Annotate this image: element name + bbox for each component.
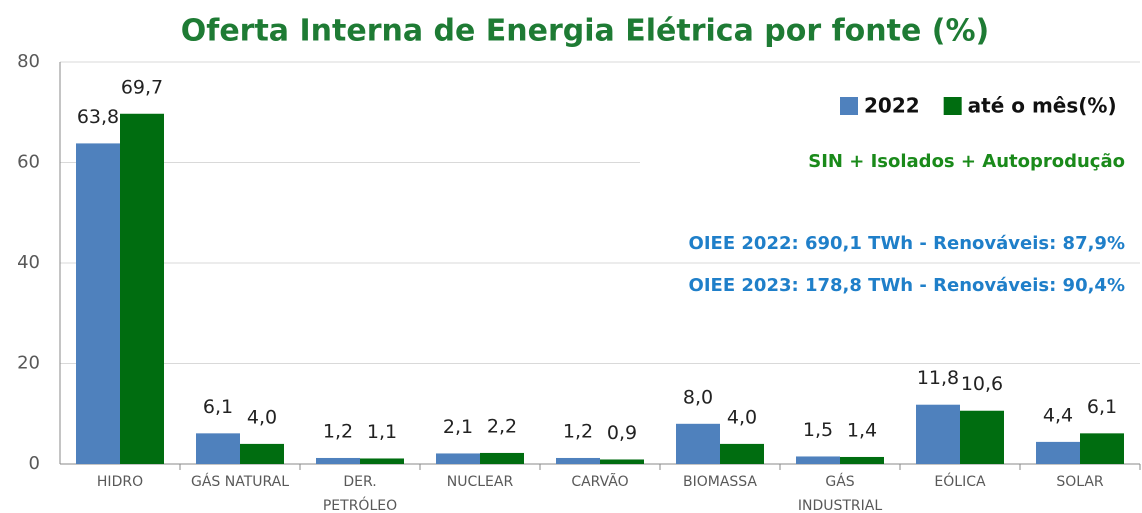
y-tick-label: 0 xyxy=(29,453,40,474)
value-label: 8,0 xyxy=(683,386,713,408)
annotation: SIN + Isolados + Autoprodução xyxy=(808,151,1125,172)
bar xyxy=(1080,433,1124,464)
x-tick-label: GÁS NATURAL xyxy=(190,474,290,490)
y-tick-label: 80 xyxy=(17,51,40,72)
legend-label: até o mês(%) xyxy=(968,94,1117,118)
bar xyxy=(480,452,524,464)
bar xyxy=(76,143,120,464)
value-label: 1,5 xyxy=(803,419,833,441)
bar xyxy=(720,443,764,464)
annotation: OIEE 2022: 690,1 TWh - Renováveis: 87,9% xyxy=(689,233,1125,254)
legend-label: 2022 xyxy=(864,94,920,118)
x-tick-label: BIOMASSA xyxy=(682,474,758,490)
annotation-bg xyxy=(640,228,1140,260)
annotation-bg xyxy=(640,146,1140,178)
bar xyxy=(916,404,960,464)
x-tick-label: HIDRO xyxy=(96,474,144,490)
bar xyxy=(600,459,644,464)
x-tick-label: DER. PETRÓLEO xyxy=(322,474,398,513)
value-label: 10,6 xyxy=(961,373,1003,395)
value-label: 6,1 xyxy=(1087,396,1117,418)
bar xyxy=(960,410,1004,464)
x-tick-label: CARVÃO xyxy=(571,474,629,490)
value-label: 0,9 xyxy=(607,422,637,444)
value-label: 4,0 xyxy=(727,406,757,428)
bar xyxy=(556,457,600,464)
annotation-bg xyxy=(640,270,1140,302)
y-tick-label: 60 xyxy=(17,152,40,173)
bar xyxy=(1036,441,1080,464)
bar xyxy=(840,456,884,464)
bar xyxy=(676,423,720,464)
chart-title: Oferta Interna de Energia Elétrica por f… xyxy=(181,14,989,49)
x-tick-label: EÓLICA xyxy=(934,474,986,490)
bar xyxy=(240,443,284,464)
bar xyxy=(436,453,480,464)
legend-swatch xyxy=(840,97,858,115)
bar xyxy=(196,433,240,464)
value-label: 1,4 xyxy=(847,419,877,441)
y-tick-label: 40 xyxy=(17,252,40,273)
value-label: 4,0 xyxy=(247,406,277,428)
value-label: 1,1 xyxy=(367,421,397,443)
x-tick-label: GÁS INDUSTRIAL xyxy=(797,474,883,513)
annotation: OIEE 2023: 178,8 TWh - Renováveis: 90,4% xyxy=(689,275,1125,296)
value-label: 63,8 xyxy=(77,106,119,128)
value-label: 2,1 xyxy=(443,416,473,438)
value-label: 1,2 xyxy=(563,420,593,442)
x-tick-label: SOLAR xyxy=(1056,474,1104,490)
bar xyxy=(120,113,164,464)
value-label: 69,7 xyxy=(121,76,163,98)
legend-swatch xyxy=(943,97,962,115)
value-label: 2,2 xyxy=(487,415,517,437)
value-label: 1,2 xyxy=(323,420,353,442)
bar xyxy=(796,456,840,464)
value-label: 4,4 xyxy=(1043,404,1073,426)
bar xyxy=(316,457,360,464)
y-tick-label: 20 xyxy=(17,353,40,374)
bar xyxy=(360,458,404,464)
x-tick-label: NUCLEAR xyxy=(446,474,514,490)
value-label: 11,8 xyxy=(917,367,959,389)
value-label: 6,1 xyxy=(203,396,233,418)
legend-bg xyxy=(820,88,1138,124)
